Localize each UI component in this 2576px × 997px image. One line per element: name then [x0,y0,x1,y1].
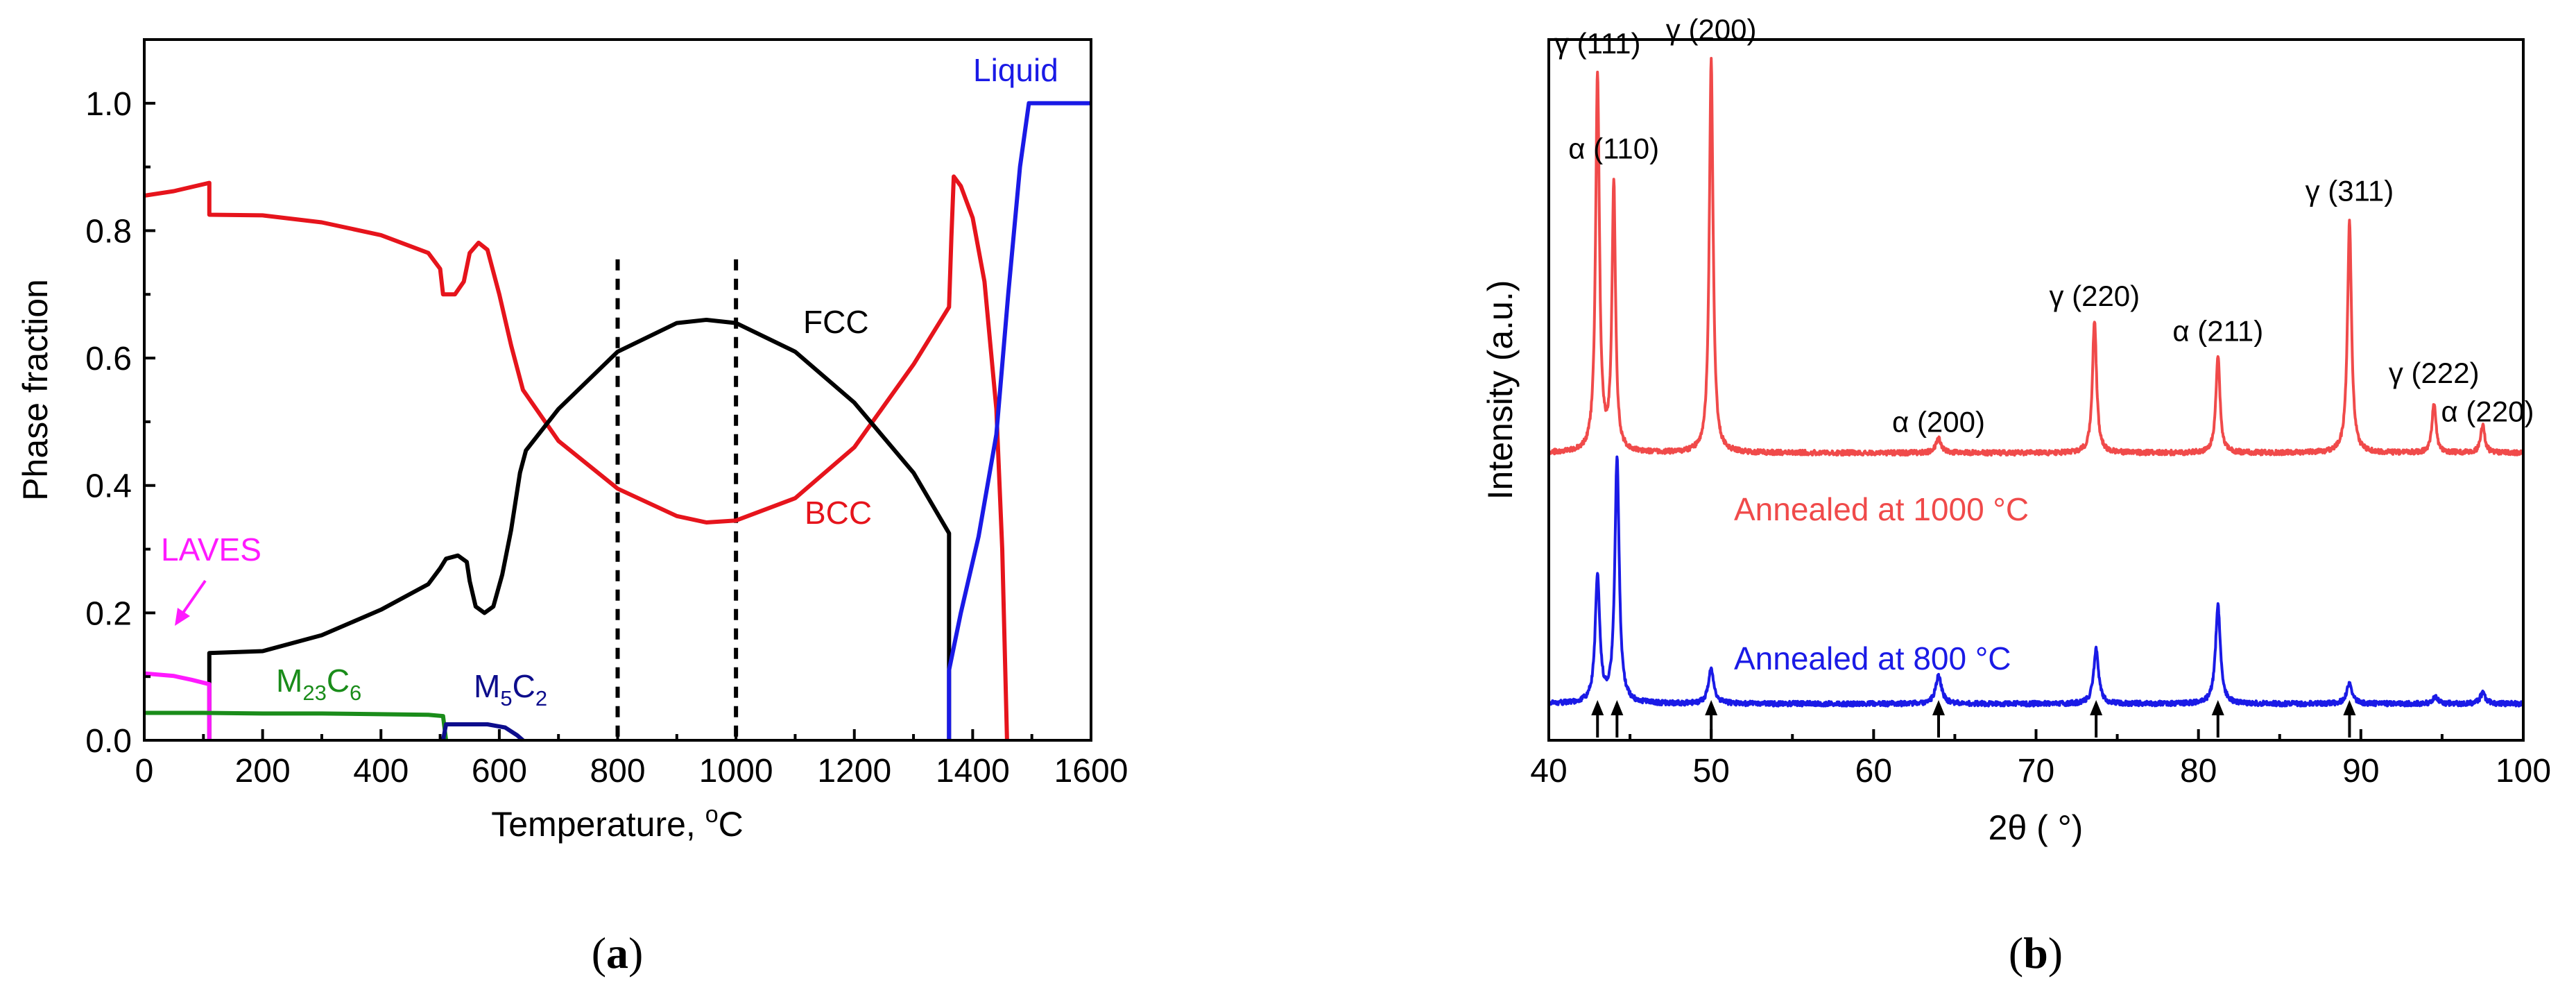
panel-b-y-axis-title: Intensity (a.u.) [1481,280,1520,500]
x-tick-label: 200 [235,753,291,790]
m5c2-label: M5C2 [474,668,547,710]
x-tick-label: 600 [472,753,527,790]
peak-arrow-head [1705,700,1718,715]
m23c6-label: M23C6 [276,663,361,705]
laves-label: LAVES [161,531,261,568]
panel-a-caption: (a) [592,928,644,978]
series-laves-line [144,671,212,740]
panel-b: 40 50 60 70 80 90 100 γ (111) α (110) γ (200) α (… [1481,13,2551,978]
peak-arrow-head [1611,700,1624,715]
curve-label-800: Annealed at 800 °C [1734,640,2011,676]
bcc-label: BCC [805,495,872,531]
liquid-label: Liquid [973,52,1058,88]
panel-a-y-axis-title: Phase fraction [16,279,55,501]
y-tick-label: 0.2 [85,595,132,632]
panel-a-x-axis-title: Temperature, oC [491,801,744,844]
peak-arrow-head [2343,700,2356,715]
panel-b-x-axis-title: 2θ ( °) [1989,808,2084,847]
peak-label: γ (220) [2049,280,2140,312]
panel-a-ticks: 0 200 400 600 800 1000 1200 1400 1600 0.0 0.2 0.4 0.… [85,38,1128,790]
x-tick-label: 100 [2496,753,2551,790]
x-tick-label: 1200 [817,753,891,790]
panel-b-ticks: 40 50 60 70 80 90 100 [1530,729,2551,790]
panel-b-frame [1547,38,2525,742]
series-fcc-line [207,318,952,740]
panel-b-peak-labels: γ (111) α (110) γ (200) α (200) γ (220) α (21… [1554,13,2534,438]
peak-arrow-head [1932,700,1945,715]
peak-label: α (110) [1568,133,1659,165]
peak-arrow-head [1591,700,1604,715]
panel-a-plot [144,101,1091,742]
series-bcc-line [144,174,1009,741]
series-liquid-line [947,101,1091,740]
peak-label: α (220) [2441,395,2534,427]
peak-label: γ (200) [1666,13,1757,46]
series-m23c6-line [144,710,449,741]
x-tick-label: 80 [2180,753,2217,790]
x-tick-label: 90 [2342,753,2379,790]
y-tick-label: 0.0 [85,723,132,760]
x-tick-label: 1600 [1054,753,1128,790]
peak-arrow-head [2211,700,2224,715]
peak-arrow-head [2090,700,2103,715]
laves-arrow-shaft [180,579,207,616]
y-tick-label: 0.8 [85,213,132,250]
peak-label: α (211) [2172,314,2263,347]
x-tick-label: 1000 [699,753,773,790]
xrd-pattern-800 [1547,455,2525,708]
x-tick-label: 800 [590,753,645,790]
y-tick-label: 0.6 [85,341,132,377]
x-tick-label: 70 [2018,753,2054,790]
fcc-label: FCC [803,304,869,340]
series-m5c2-line [440,722,524,742]
panel-a: 0 200 400 600 800 1000 1200 1400 1600 0.0 0.2 0.4 0.… [16,38,1128,978]
curve-label-1000: Annealed at 1000 °C [1734,491,2029,527]
x-tick-label: 40 [1530,753,1567,790]
y-tick-label: 0.4 [85,468,132,505]
x-tick-label: 60 [1855,753,1892,790]
y-tick-label: 1.0 [85,86,132,123]
laves-arrow-head [175,608,190,626]
x-tick-label: 1400 [936,753,1010,790]
xrd-pattern-1000 [1547,57,2525,457]
peak-label: γ (311) [2305,174,2394,207]
peak-label: γ (222) [2389,357,2480,389]
x-tick-label: 50 [1692,753,1729,790]
peak-label: α (200) [1892,406,1985,438]
panel-b-caption: (b) [2009,928,2063,978]
panel-b-plot [1547,57,2525,738]
x-tick-label: 400 [353,753,409,790]
peak-label: γ (111) [1554,27,1640,60]
x-tick-label: 0 [135,753,154,790]
